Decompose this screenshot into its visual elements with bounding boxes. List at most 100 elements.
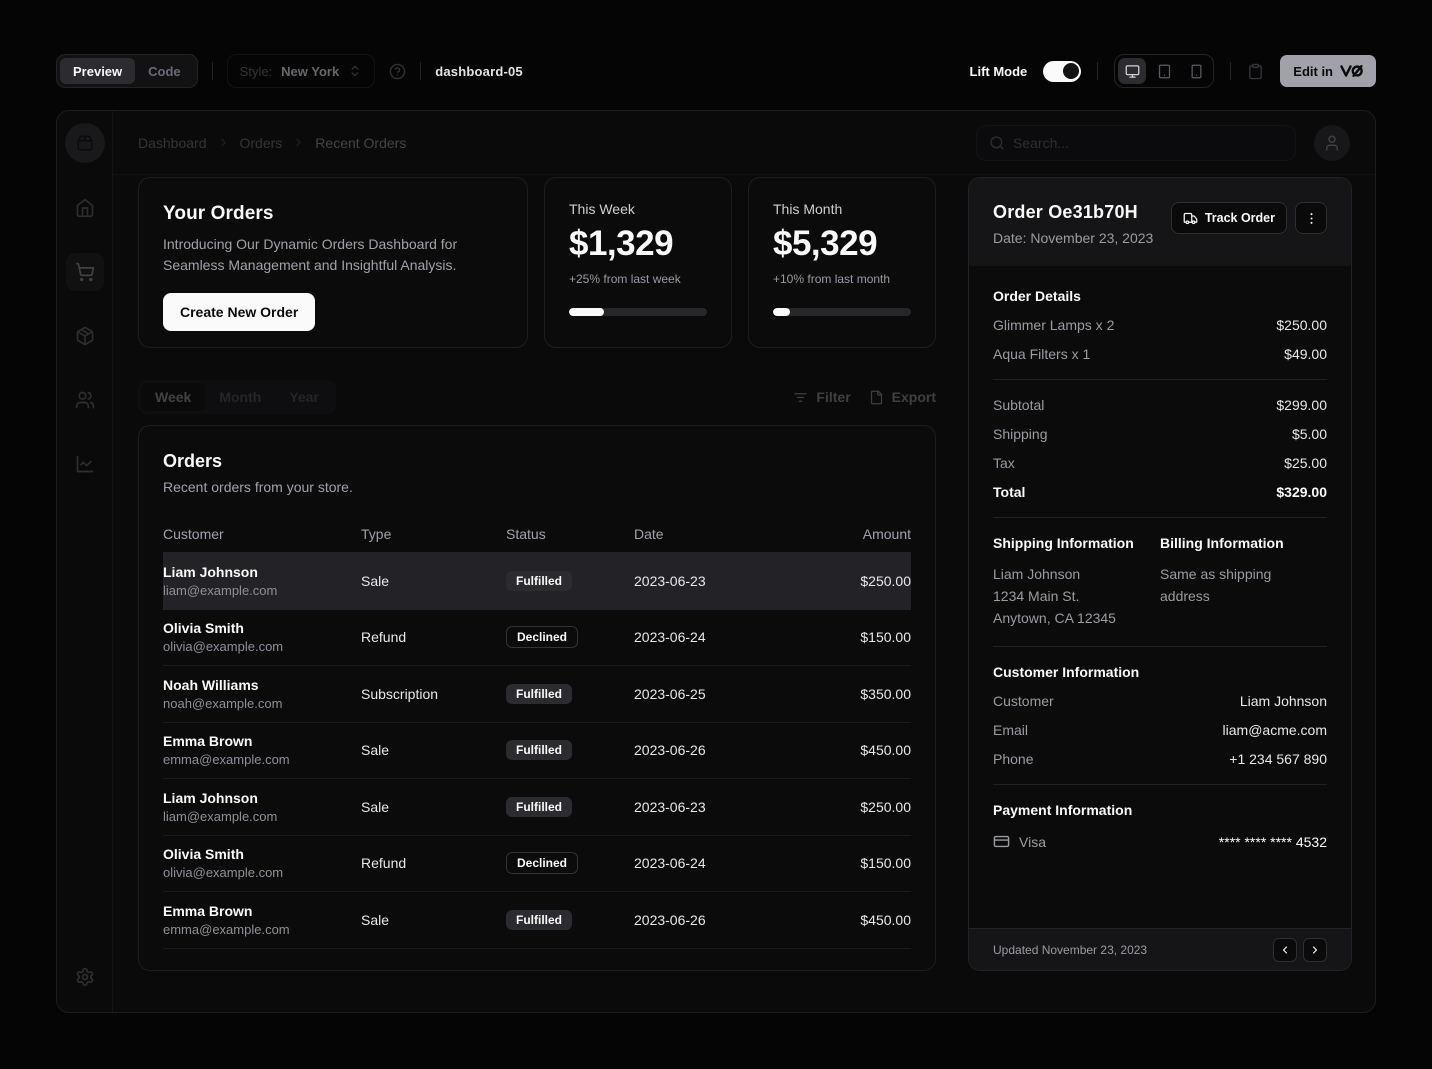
order-amount: $450.00 <box>860 742 911 759</box>
settings-icon[interactable] <box>66 958 104 996</box>
customer-email: noah@example.com <box>163 695 283 711</box>
help-circle-icon[interactable] <box>389 63 406 80</box>
app-header: Dashboard Orders Recent Orders <box>113 111 1375 175</box>
order-type: Sale <box>361 742 390 759</box>
order-date: 2023-06-26 <box>634 742 706 759</box>
filter-button[interactable]: Filter <box>793 389 851 405</box>
user-avatar[interactable] <box>1314 124 1350 161</box>
breadcrumb-item-dashboard[interactable]: Dashboard <box>138 134 207 151</box>
search-input[interactable] <box>1013 134 1283 151</box>
edit-in-v0-button[interactable]: Edit in <box>1280 55 1376 87</box>
tab-month[interactable]: Month <box>205 383 275 411</box>
customer-row: Phone +1 234 567 890 <box>993 751 1327 767</box>
track-order-button[interactable]: Track Order <box>1170 202 1287 234</box>
breadcrumb: Dashboard Orders Recent Orders <box>138 135 406 151</box>
smartphone-icon[interactable] <box>1182 58 1210 84</box>
phone-label: Phone <box>993 751 1034 767</box>
breadcrumb-item-orders[interactable]: Orders <box>239 134 283 151</box>
users-icon[interactable] <box>66 381 104 419</box>
monitor-icon[interactable] <box>1118 58 1147 84</box>
order-amount: $150.00 <box>860 629 911 646</box>
sidebar-bottom <box>66 958 104 996</box>
filter-icon <box>793 390 808 405</box>
chevron-left-icon[interactable] <box>1273 937 1297 962</box>
lift-mode-toggle[interactable] <box>1043 60 1082 82</box>
order-date: 2023-06-25 <box>634 685 706 702</box>
customer-name: Liam Johnson <box>163 789 258 806</box>
table-row[interactable]: Emma Brown emma@example.com Sale Fulfill… <box>163 723 911 779</box>
search-box <box>976 124 1296 161</box>
phone-value: +1 234 567 890 <box>1229 751 1327 767</box>
table-actions: Filter Export <box>793 389 936 405</box>
table-row[interactable]: Olivia Smith olivia@example.com Refund D… <box>163 836 911 892</box>
customer-email: olivia@example.com <box>163 865 284 881</box>
order-panel-header: Order Oe31b70H Date: November 23, 2023 T… <box>969 178 1351 266</box>
shipping-row: Shipping $5.00 <box>993 426 1327 442</box>
tax-label: Tax <box>993 455 1015 471</box>
order-type: Refund <box>361 855 407 872</box>
order-amount: $250.00 <box>860 798 911 815</box>
order-date: 2023-06-26 <box>634 911 706 928</box>
table-row[interactable]: Noah Williams noah@example.com Subscript… <box>163 666 911 723</box>
stat-note: +25% from last week <box>569 272 681 286</box>
customer-value: Liam Johnson <box>1239 693 1327 709</box>
customer-email: olivia@example.com <box>163 639 284 655</box>
export-button[interactable]: Export <box>869 389 936 405</box>
order-amount: $450.00 <box>860 911 911 928</box>
tab-preview[interactable]: Preview <box>60 58 136 84</box>
stat-value: $1,329 <box>569 224 674 263</box>
column-amount: Amount <box>862 525 911 542</box>
table-controls-row: Week Month Year Filter Export <box>138 380 936 414</box>
order-item: Aqua Filters x 1 $49.00 <box>993 346 1327 362</box>
separator <box>993 517 1327 518</box>
shopping-cart-icon[interactable] <box>65 253 104 291</box>
customer-name: Liam Johnson <box>163 563 258 580</box>
credit-card-icon <box>993 833 1010 850</box>
payment-method: Visa <box>1019 833 1046 850</box>
tab-code[interactable]: Code <box>135 58 194 84</box>
table-row[interactable]: Liam Johnson liam@example.com Sale Fulfi… <box>163 779 911 836</box>
payment-method-row: Visa **** **** **** 4532 <box>993 833 1327 850</box>
customer-name: Olivia Smith <box>163 620 244 637</box>
table-row[interactable]: Emma Brown emma@example.com Sale Fulfill… <box>163 892 911 949</box>
tab-week[interactable]: Week <box>141 383 206 411</box>
stat-value: $5,329 <box>773 224 878 263</box>
tax-value: $25.00 <box>1284 455 1327 471</box>
status-badge: Fulfilled <box>506 570 572 591</box>
preview-code-tabs: Preview Code <box>56 54 198 88</box>
column-date: Date <box>634 525 664 542</box>
table-header: Customer Type Status Date Amount <box>163 515 911 553</box>
table-row[interactable]: Olivia Smith olivia@example.com Refund D… <box>163 610 911 666</box>
order-amount: $250.00 <box>860 572 911 589</box>
column-type: Type <box>361 525 392 542</box>
chevron-right-icon[interactable] <box>1303 937 1327 962</box>
package2-icon[interactable] <box>64 123 105 163</box>
line-chart-icon[interactable] <box>66 445 104 483</box>
more-vertical-icon[interactable] <box>1295 202 1327 234</box>
chevrons-up-down-icon <box>348 64 362 78</box>
stat-note: +10% from last month <box>773 272 891 286</box>
style-select[interactable]: Style: New York <box>226 54 376 88</box>
customer-email: emma@example.com <box>163 921 290 937</box>
file-icon <box>869 390 884 405</box>
billing-note: Same as shipping address <box>1160 566 1272 604</box>
package-icon[interactable] <box>66 317 104 355</box>
tab-year[interactable]: Year <box>275 383 333 411</box>
orders-card: Orders Recent orders from your store. Cu… <box>138 425 936 971</box>
order-type: Sale <box>361 911 390 928</box>
subtotal-label: Subtotal <box>993 397 1045 413</box>
order-amount: $350.00 <box>860 685 911 702</box>
clipboard-icon[interactable] <box>1247 63 1264 80</box>
create-new-order-button[interactable]: Create New Order <box>163 293 316 331</box>
tablet-icon[interactable] <box>1150 58 1178 84</box>
tax-row: Tax $25.00 <box>993 455 1327 471</box>
table-row[interactable]: Liam Johnson liam@example.com Sale Fulfi… <box>163 553 911 610</box>
lift-mode-label: Lift Mode <box>969 63 1028 79</box>
hero-title: Your Orders <box>163 203 274 224</box>
status-badge: Declined <box>506 626 579 649</box>
status-badge: Fulfilled <box>506 683 572 704</box>
home-icon[interactable] <box>66 189 104 227</box>
column-customer: Customer <box>163 525 224 542</box>
breadcrumb-item-recent-orders: Recent Orders <box>315 134 407 151</box>
customer-name: Noah Williams <box>163 676 259 693</box>
